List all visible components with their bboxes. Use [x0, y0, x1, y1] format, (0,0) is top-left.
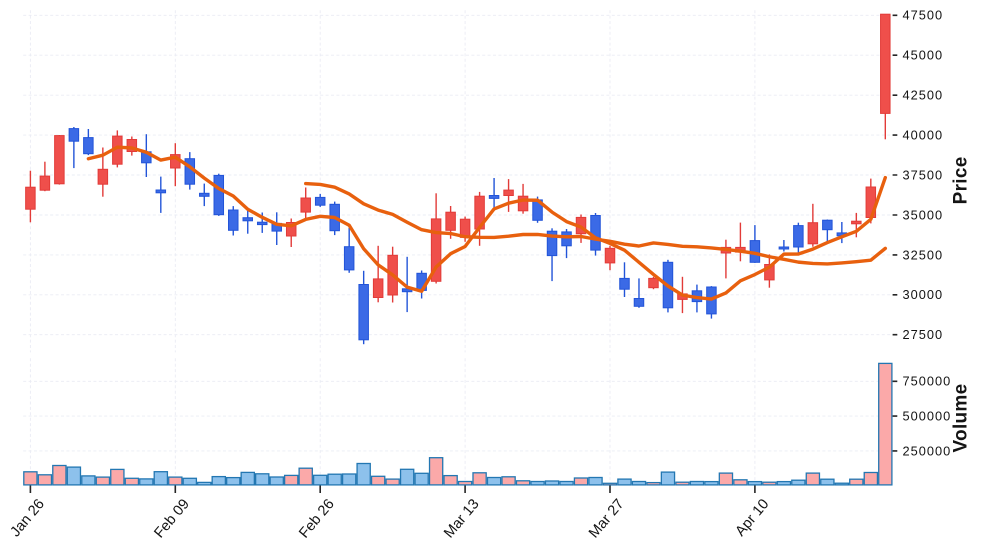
- svg-text:35000: 35000: [903, 207, 944, 222]
- svg-text:Volume: Volume: [950, 383, 971, 452]
- svg-text:Price: Price: [950, 156, 971, 204]
- svg-text:37500: 37500: [903, 167, 944, 182]
- svg-text:30000: 30000: [903, 287, 944, 302]
- svg-text:500000: 500000: [903, 409, 952, 424]
- svg-text:47500: 47500: [903, 8, 944, 23]
- svg-text:27500: 27500: [903, 327, 944, 342]
- svg-text:32500: 32500: [903, 247, 944, 262]
- svg-text:45000: 45000: [903, 48, 944, 63]
- svg-text:42500: 42500: [903, 88, 944, 103]
- svg-text:750000: 750000: [903, 374, 952, 389]
- svg-text:250000: 250000: [903, 443, 952, 458]
- svg-text:40000: 40000: [903, 128, 944, 143]
